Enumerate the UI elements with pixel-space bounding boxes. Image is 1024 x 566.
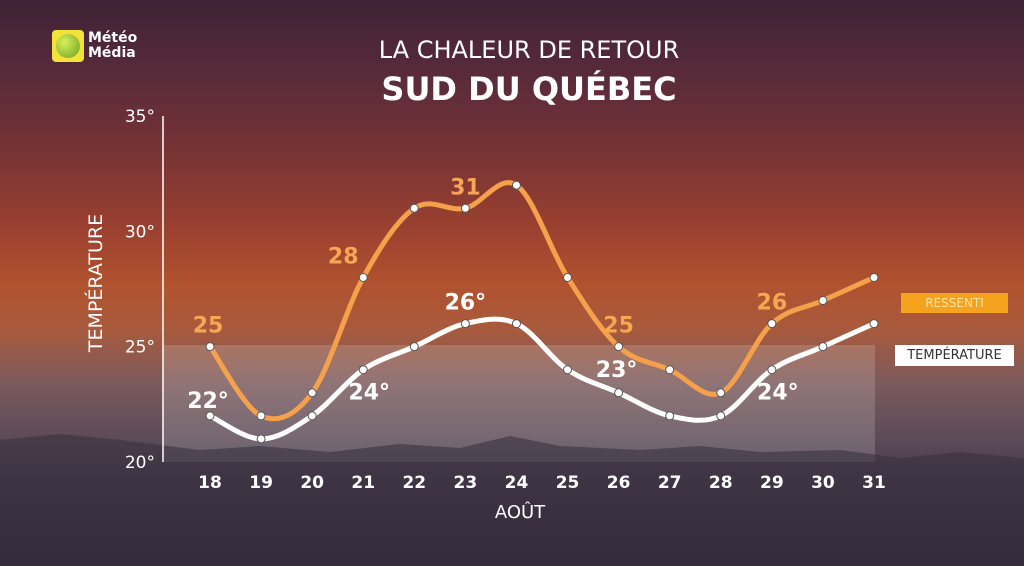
x-tick-label: 30 bbox=[811, 473, 835, 493]
data-point bbox=[716, 388, 726, 398]
data-label: 22° bbox=[187, 389, 229, 414]
x-tick-label: 27 bbox=[658, 473, 682, 493]
chart-title: LA CHALEUR DE RETOUR bbox=[378, 36, 680, 64]
data-point bbox=[358, 272, 368, 282]
data-point bbox=[256, 411, 266, 421]
data-point bbox=[716, 411, 726, 421]
data-point bbox=[869, 272, 879, 282]
data-point bbox=[818, 342, 828, 352]
data-point bbox=[307, 411, 317, 421]
x-tick-label: 18 bbox=[198, 473, 222, 493]
data-point bbox=[460, 319, 470, 329]
mountains bbox=[0, 434, 1024, 566]
data-point bbox=[818, 296, 828, 306]
data-point bbox=[205, 342, 215, 352]
data-label: 26° bbox=[445, 291, 487, 316]
data-label: 23° bbox=[596, 358, 638, 383]
data-point bbox=[767, 365, 777, 375]
x-axis-label: AOÛT bbox=[495, 501, 546, 523]
x-tick-label: 21 bbox=[351, 473, 375, 493]
series-line-temperature bbox=[207, 316, 877, 442]
data-label: 25 bbox=[193, 314, 224, 339]
legend-ressenti: RESSENTI bbox=[901, 293, 1008, 313]
data-label: 25 bbox=[603, 314, 634, 339]
data-label: 28 bbox=[328, 244, 359, 269]
data-point bbox=[511, 180, 521, 190]
data-point bbox=[256, 434, 266, 444]
data-point bbox=[511, 319, 521, 329]
x-tick-label: 26 bbox=[607, 473, 631, 493]
data-point bbox=[665, 365, 675, 375]
y-axis-label: TEMPÉRATURE bbox=[84, 214, 107, 353]
y-tick-label: 35° bbox=[125, 107, 155, 127]
x-tick-label: 25 bbox=[556, 473, 580, 493]
meteomedia-logo: Météo Média bbox=[52, 30, 137, 62]
data-point bbox=[307, 388, 317, 398]
x-tick-label: 19 bbox=[249, 473, 273, 493]
data-point bbox=[614, 388, 624, 398]
x-tick-label: 23 bbox=[454, 473, 478, 493]
data-point bbox=[614, 342, 624, 352]
series-line-ressenti bbox=[207, 180, 877, 422]
y-tick-label: 20° bbox=[125, 453, 155, 473]
x-tick-label: 22 bbox=[402, 473, 426, 493]
logo-line2: Média bbox=[88, 45, 136, 61]
data-point bbox=[665, 411, 675, 421]
chart-subtitle: SUD DU QUÉBEC bbox=[381, 70, 677, 108]
data-point bbox=[409, 342, 419, 352]
x-tick-label: 29 bbox=[760, 473, 784, 493]
y-tick-label: 25° bbox=[125, 338, 155, 358]
data-point bbox=[563, 365, 573, 375]
x-tick-label: 28 bbox=[709, 473, 733, 493]
data-label: 24° bbox=[348, 381, 390, 406]
legend-temperature: TEMPÉRATURE bbox=[895, 345, 1014, 366]
data-label: 31 bbox=[450, 175, 481, 200]
y-tick-label: 30° bbox=[125, 222, 155, 242]
data-point bbox=[460, 203, 470, 213]
logo-line1: Météo bbox=[88, 30, 138, 46]
data-label: 26 bbox=[757, 291, 788, 316]
data-point bbox=[869, 319, 879, 329]
data-label: 24° bbox=[757, 381, 799, 406]
x-tick-label: 24 bbox=[505, 473, 529, 493]
globe-icon bbox=[52, 30, 84, 62]
x-tick-label: 20 bbox=[300, 473, 324, 493]
data-point bbox=[563, 272, 573, 282]
x-tick-label: 31 bbox=[862, 473, 886, 493]
data-point bbox=[409, 203, 419, 213]
data-point bbox=[358, 365, 368, 375]
data-point bbox=[767, 319, 777, 329]
data-point bbox=[205, 411, 215, 421]
